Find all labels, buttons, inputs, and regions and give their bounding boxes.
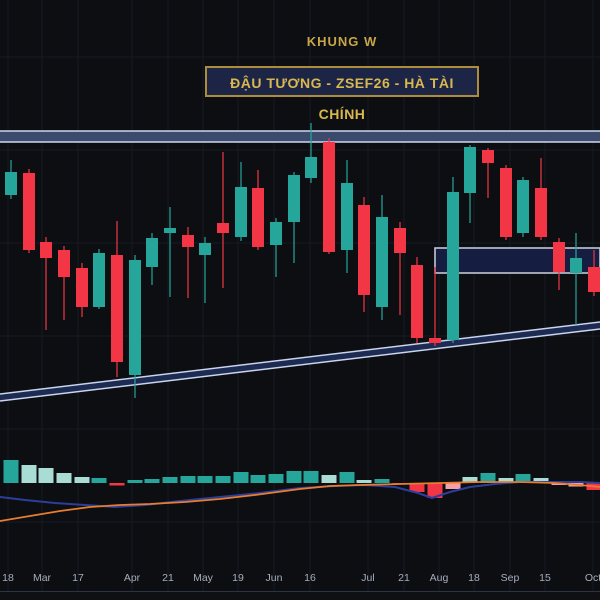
histogram-bar xyxy=(533,478,549,483)
histogram-bar xyxy=(21,465,37,483)
x-axis-label: Jun xyxy=(266,572,283,584)
histogram-bar xyxy=(427,483,443,498)
histogram-bar xyxy=(339,472,355,483)
histogram-bar xyxy=(56,473,72,483)
histogram-bar xyxy=(109,483,125,486)
histogram-bar xyxy=(303,471,319,483)
histogram-bar xyxy=(162,477,178,483)
x-axis-label: 17 xyxy=(72,572,84,584)
x-axis-label: 18 xyxy=(468,572,480,584)
candle-body-down xyxy=(588,267,600,292)
x-axis-label: 19 xyxy=(232,572,244,584)
histogram-bar xyxy=(180,476,196,483)
candle-body-up xyxy=(146,238,158,267)
candle-body-down xyxy=(76,268,88,307)
candle-body-up xyxy=(570,258,582,273)
histogram-bar xyxy=(38,468,54,483)
candle-body-up xyxy=(164,228,176,233)
histogram-bar xyxy=(197,476,213,483)
candle-body-up xyxy=(447,192,459,340)
histogram-bar xyxy=(462,477,478,483)
orange-ma-line xyxy=(0,481,600,522)
histogram-bar xyxy=(498,478,514,483)
histogram-bar xyxy=(409,483,425,492)
candle-body-up xyxy=(517,180,529,233)
trendline-upper xyxy=(0,321,600,395)
x-axis-label: 21 xyxy=(398,572,410,584)
histogram-bar xyxy=(127,480,143,483)
candle-body-up xyxy=(93,253,105,307)
candle-body-down xyxy=(23,173,35,250)
histogram-bar xyxy=(233,472,249,483)
trendline-lower xyxy=(0,328,600,402)
candle-body-up xyxy=(305,157,317,178)
candle-body-down xyxy=(323,142,335,252)
candle-body-down xyxy=(182,235,194,247)
histogram-bar xyxy=(445,483,461,489)
candle-body-down xyxy=(553,242,565,272)
x-axis-footer xyxy=(0,592,600,600)
histogram-bar xyxy=(356,480,372,483)
x-axis-label: Aug xyxy=(430,572,449,584)
candle-body-down xyxy=(358,205,370,295)
histogram-bar xyxy=(250,475,266,483)
x-axis-label: Mar xyxy=(33,572,52,584)
x-axis-label: 18 xyxy=(2,572,14,584)
candle-body-up xyxy=(199,243,211,255)
candle-body-down xyxy=(411,265,423,338)
x-axis-label: 16 xyxy=(304,572,316,584)
candle-body-down xyxy=(429,338,441,343)
candle-body-up xyxy=(288,175,300,222)
candle-body-down xyxy=(217,223,229,233)
candle-body-up xyxy=(129,260,141,375)
histogram-bar xyxy=(215,476,231,483)
candle-body-up xyxy=(5,172,17,195)
timeframe-title: KHUNG W xyxy=(306,34,378,49)
candle-body-up xyxy=(464,147,476,193)
x-axis-label: Apr xyxy=(124,572,141,584)
histogram-bar xyxy=(3,460,19,483)
candle-body-down xyxy=(40,242,52,258)
symbol-banner: ĐẬU TƯƠNG - ZSEF26 - HÀ TÀI CHÍNH xyxy=(205,66,479,122)
candle-body-down xyxy=(394,228,406,253)
x-axis-label: 21 xyxy=(162,572,174,584)
candle-body-up xyxy=(341,183,353,250)
x-axis-label: Sep xyxy=(501,572,520,584)
histogram-bar xyxy=(74,477,90,483)
candle-body-down xyxy=(482,150,494,163)
x-axis-label: Jul xyxy=(361,572,374,584)
candle-body-down xyxy=(500,168,512,237)
trend-channel xyxy=(0,322,600,401)
candle-body-down xyxy=(535,188,547,237)
histogram-bar xyxy=(286,471,302,483)
histogram-bar xyxy=(480,473,496,483)
histogram-bar xyxy=(144,479,160,483)
candle-body-up xyxy=(235,187,247,237)
x-axis-label: 15 xyxy=(539,572,551,584)
histogram-bar xyxy=(374,479,390,483)
histogram-bar xyxy=(91,478,107,483)
x-axis-label: May xyxy=(193,572,214,584)
histogram-bar xyxy=(321,475,337,483)
x-axis-label: Oct xyxy=(585,572,600,584)
candle-body-up xyxy=(270,222,282,245)
histogram-bar xyxy=(268,474,284,483)
candle-body-down xyxy=(111,255,123,362)
histogram-bar xyxy=(515,474,531,483)
candle-body-up xyxy=(376,217,388,307)
candle-body-down xyxy=(58,250,70,277)
resistance-zone xyxy=(0,131,600,142)
candle-body-down xyxy=(252,188,264,247)
